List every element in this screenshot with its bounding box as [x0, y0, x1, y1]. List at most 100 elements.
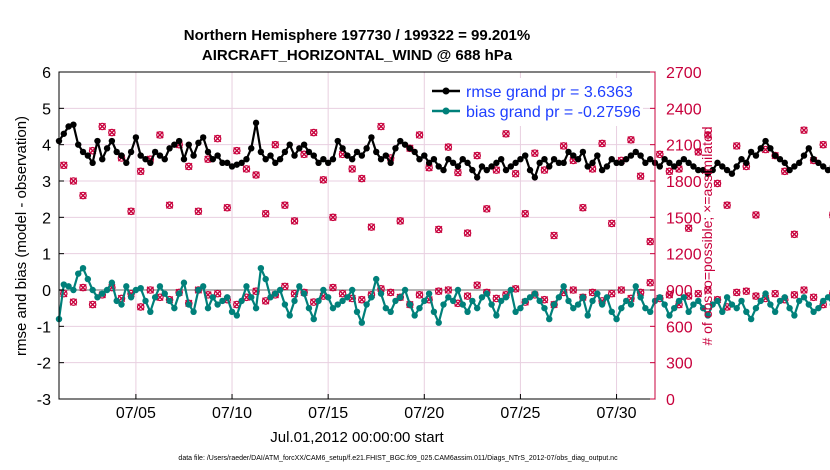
- obs-possible-low-40: [444, 286, 453, 294]
- bias-point-102: [546, 315, 553, 323]
- obs-assim-high-43: [473, 151, 481, 160]
- bias-point-120: [632, 283, 639, 290]
- bias-point-111: [589, 297, 596, 305]
- rmse-point-154: [795, 159, 803, 167]
- rmse-point-123: [646, 156, 654, 163]
- y2-tick-label-4: 1200: [666, 247, 702, 264]
- chart-title-line1: Northern Hemisphere 197730 / 199322 = 99…: [184, 27, 530, 44]
- rmse-point-133: [695, 166, 702, 174]
- rmse-point-86: [469, 166, 476, 174]
- y2-axis-ticks: 0 300 600 900 1200 1500 1800 2100 2400 2700: [650, 65, 702, 409]
- rmse-point-52: [305, 148, 313, 156]
- bias-point-87: [473, 304, 481, 312]
- bias-point-24: [171, 304, 178, 312]
- obs-possible-low-53: [569, 286, 578, 294]
- bias-point-97: [522, 297, 529, 305]
- bias-point-1: [60, 281, 68, 288]
- obs-possible-high-37: [415, 131, 424, 139]
- obs-assim-high-13: [185, 162, 193, 171]
- rmse-point-73: [406, 145, 414, 152]
- rmse-point-14: [123, 159, 130, 167]
- obs-possible-low-29: [338, 289, 347, 298]
- bias-point-14: [123, 283, 130, 290]
- obs-assim-high-47: [511, 170, 520, 178]
- bias-point-114: [603, 294, 611, 301]
- obs-assim-low-72: [752, 292, 760, 300]
- rmse-point-87: [473, 174, 481, 181]
- bias-point-56: [324, 294, 332, 301]
- obs-assim-high-21: [261, 210, 270, 218]
- rmse-point-6: [84, 152, 92, 159]
- bias-point-40: [248, 294, 255, 301]
- obs-assim-low-39: [435, 287, 443, 295]
- bias-point-46: [276, 286, 284, 294]
- obs-assim-high-54: [579, 203, 587, 212]
- obs-assim-high-38: [425, 163, 433, 172]
- obs-assim-high-27: [319, 176, 328, 184]
- rmse-point-47: [281, 148, 289, 156]
- obs-assim-high-31: [358, 174, 366, 183]
- obs-possible-low-20: [252, 287, 260, 296]
- rmse-point-3: [70, 121, 77, 128]
- rmse-point-131: [685, 159, 692, 167]
- rmse-point-54: [315, 159, 322, 167]
- bias-point-8: [94, 294, 101, 301]
- obs-assim-high-76: [790, 230, 799, 238]
- rmse-point-76: [421, 152, 428, 159]
- obs-possible-high-67: [704, 131, 712, 139]
- bias-point-52: [305, 304, 313, 312]
- titles: Northern Hemisphere 197730 / 199322 = 99…: [184, 27, 530, 64]
- obs-possible-high-7: [127, 207, 135, 216]
- rmse-point-32: [209, 156, 217, 163]
- obs-assim-low-77: [800, 286, 808, 294]
- bias-point-34: [219, 297, 226, 305]
- bias-point-130: [680, 294, 688, 301]
- rmse-point-26: [180, 156, 188, 163]
- rmse-point-90: [488, 163, 495, 170]
- bias-point-25: [175, 290, 183, 297]
- rmse-point-10: [103, 145, 111, 152]
- obs-possible-low-2: [79, 283, 87, 292]
- bias-point-38: [238, 297, 245, 305]
- y2-tick-label-7: 2100: [666, 138, 702, 155]
- rmse-point-99: [531, 174, 539, 181]
- legend-bias-label: bias grand pr = -0.27596: [466, 104, 641, 121]
- obs-possible-high-70: [732, 142, 741, 150]
- bias-point-91: [493, 312, 500, 319]
- obs-assim-high-62: [656, 150, 664, 159]
- obs-assim-high-1: [69, 177, 78, 185]
- obs-assim-high-61: [646, 237, 654, 246]
- obs-assim-high-72: [752, 211, 760, 219]
- obs-assim-low-43: [473, 281, 481, 289]
- obs-assim-low-70: [733, 288, 741, 297]
- rmse-point-113: [598, 166, 606, 174]
- obs-possible-high-16: [213, 134, 222, 143]
- obs-assim-high-17: [223, 203, 231, 212]
- obs-possible-high-46: [502, 129, 510, 138]
- rmse-point-136: [709, 166, 716, 174]
- obs-assim-high-30: [348, 165, 356, 173]
- obs-possible-high-68: [713, 179, 722, 188]
- rmse-point-35: [224, 159, 231, 167]
- y-tick-label-1: -2: [37, 356, 51, 373]
- obs-assim-high-40: [444, 143, 453, 151]
- bias-point-84: [459, 301, 466, 308]
- rmse-point-139: [723, 166, 731, 174]
- obs-possible-high-69: [723, 201, 731, 210]
- bias-point-78: [430, 308, 438, 315]
- rmse-point-84: [459, 156, 466, 163]
- bias-point-7: [89, 286, 96, 294]
- bias-point-131: [685, 308, 692, 315]
- bias-point-48: [286, 312, 293, 319]
- obs-possible-high-10: [156, 131, 164, 139]
- rmse-point-9: [99, 156, 106, 163]
- bias-point-83: [454, 286, 462, 294]
- obs-possible-high-14: [194, 207, 203, 216]
- bias-point-150: [776, 297, 784, 305]
- obs-possible-low-72: [752, 292, 760, 300]
- rmse-point-143: [743, 159, 750, 167]
- bias-point-51: [300, 290, 308, 297]
- obs-possible-high-39: [434, 225, 443, 234]
- bias-point-70: [392, 297, 399, 305]
- rmse-point-140: [728, 170, 736, 177]
